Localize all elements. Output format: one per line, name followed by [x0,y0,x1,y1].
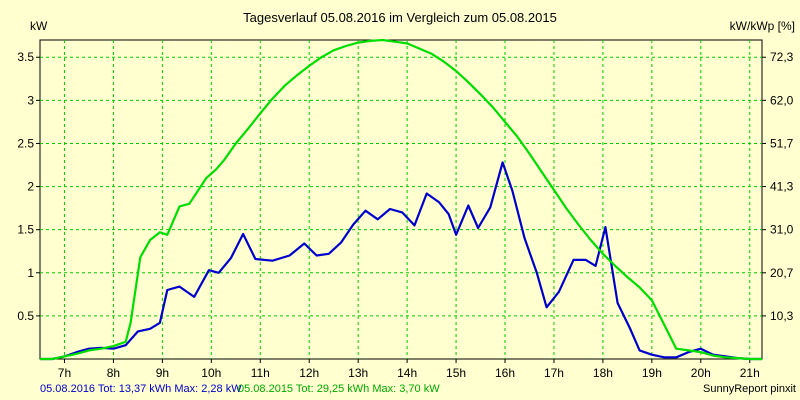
x-tick-label: 15h [446,366,466,380]
x-tick-label: 12h [299,366,319,380]
y-tick-label-right: 41,3 [770,180,794,194]
y-tick-label-right: 10,3 [770,309,794,323]
series-layer [40,38,762,361]
y-tick-label-right: 31,0 [770,223,794,237]
y-tick-label-left: 3.5 [17,50,34,64]
x-tick-label: 17h [544,366,564,380]
x-tick-label: 7h [58,366,71,380]
x-tick-label: 16h [495,366,515,380]
x-tick-label: 20h [691,366,711,380]
x-tick-label: 21h [740,366,760,380]
x-tick-label: 18h [593,366,613,380]
axis-ticks: 7h 8h 9h 10h 11h 12h 13h 14h 15h 16h 17h 18h 19h 20h 2… [17,50,793,380]
y-axis-label-right: kW/kWp [%] [730,19,795,33]
x-tick-label: 19h [642,366,662,380]
series-line-2015 [40,38,762,361]
chart-title: Tagesverlauf 05.08.2016 im Vergleich zum… [243,10,557,25]
footer-2016-summary: 05.08.2016 Tot: 13,37 kWh Max: 2,28 kW [40,383,242,395]
x-tick-label: 9h [156,366,169,380]
y-tick-label-right: 62,0 [770,93,794,107]
y-tick-label-left: 1.5 [17,223,34,237]
y-tick-label-right: 20,7 [770,266,794,280]
y-tick-label-left: 2.5 [17,136,34,150]
plot-area [39,39,763,360]
footer-credit: SunnyReport pinxit [703,383,796,395]
x-tick-label: 10h [201,366,221,380]
y-axis-label-left: kW [30,19,48,33]
series-line-2016 [40,161,762,361]
x-tick-label: 11h [251,366,270,380]
x-tick-label: 13h [348,366,368,380]
y-tick-label-right: 72,3 [770,50,794,64]
x-tick-label: 14h [397,366,417,380]
x-tick-label: 8h [107,366,120,380]
y-tick-label-left: 0.5 [17,309,34,323]
y-tick-label-right: 51,7 [770,136,794,150]
y-tick-label-left: 2 [27,180,34,194]
footer-2015-summary: 05.08.2015 Tot: 29,25 kWh Max: 3,70 kW [238,383,440,395]
y-tick-label-left: 1 [27,266,34,280]
y-tick-label-left: 3 [27,93,34,107]
